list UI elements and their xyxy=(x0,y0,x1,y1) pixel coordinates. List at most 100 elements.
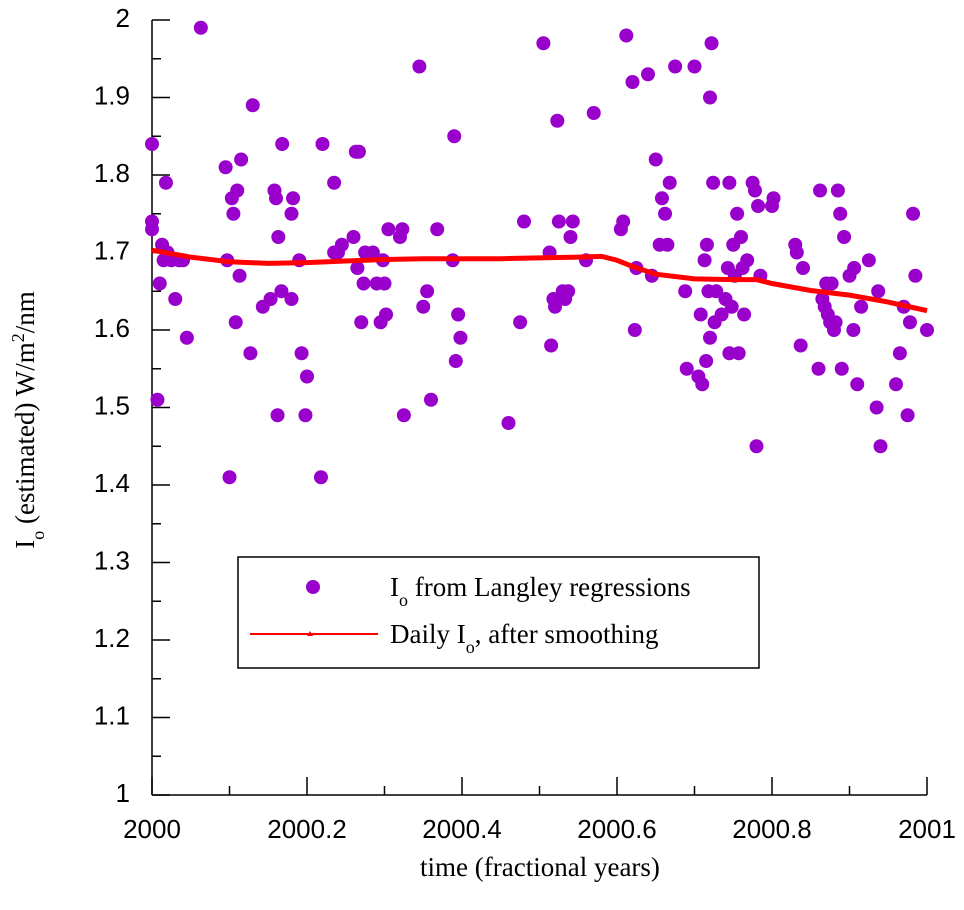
scatter-point xyxy=(226,206,241,221)
y-tick-label: 1.5 xyxy=(94,390,130,420)
scatter-point xyxy=(548,299,562,314)
scatter-point xyxy=(813,183,828,198)
legend-label: Io from Langley regressions xyxy=(390,572,691,610)
y-tick-label: 1.8 xyxy=(94,158,130,188)
scatter-point xyxy=(315,137,330,151)
scatter-point xyxy=(561,284,576,299)
scatter-point xyxy=(648,152,663,167)
scatter-point xyxy=(420,284,435,299)
scatter-point xyxy=(699,237,714,252)
scatter-point xyxy=(828,315,843,330)
scatter-point xyxy=(232,268,247,283)
scatter-point xyxy=(179,330,194,345)
scatter-point xyxy=(722,175,737,190)
text-part: I xyxy=(10,540,40,549)
scatter-point xyxy=(284,206,299,221)
scatter-point xyxy=(152,276,167,291)
scatter-point xyxy=(892,346,907,361)
text-part: o xyxy=(399,590,408,610)
scatter-point xyxy=(234,152,249,167)
scatter-point xyxy=(416,299,431,314)
scatter-point xyxy=(704,36,719,51)
scatter-point xyxy=(668,59,683,74)
smoothed-line xyxy=(151,247,928,314)
scatter-point xyxy=(536,36,551,51)
scatter-point xyxy=(854,299,869,314)
text-part: o xyxy=(28,531,48,540)
scatter-point xyxy=(168,292,183,306)
scatter-point xyxy=(313,470,328,485)
scatter-point xyxy=(693,307,708,322)
scatter-point xyxy=(228,315,243,330)
scatter-point xyxy=(679,361,694,376)
scatter-point xyxy=(730,206,745,221)
scatter-point xyxy=(448,354,463,368)
scatter-point xyxy=(678,284,693,299)
scatter-point xyxy=(834,361,849,376)
scatter-point xyxy=(766,191,781,206)
scatter-point xyxy=(687,59,702,74)
x-tick-label: 2000.8 xyxy=(732,814,812,844)
scatter-point xyxy=(873,439,888,454)
scatter-point xyxy=(381,222,396,237)
scatter-point xyxy=(395,222,410,237)
scatter-point xyxy=(501,416,516,430)
scatter-point xyxy=(243,346,258,361)
scatter-point xyxy=(658,206,673,221)
scatter-point xyxy=(641,67,655,82)
y-tick-label: 1.7 xyxy=(94,235,130,265)
scatter-point xyxy=(379,307,394,322)
scatter-point xyxy=(900,408,915,423)
scatter-point xyxy=(846,323,861,337)
scatter-point xyxy=(269,191,283,206)
scatter-point xyxy=(703,90,717,105)
scatter-point xyxy=(294,346,309,361)
y-tick-label: 1.9 xyxy=(94,80,130,110)
scatter-point xyxy=(158,175,173,190)
scatter-point xyxy=(724,299,739,314)
scatter-point xyxy=(699,354,714,368)
y-tick-label: 1.2 xyxy=(94,623,130,653)
scatter-point xyxy=(920,323,934,337)
scatter-point xyxy=(627,323,642,337)
x-axis-title: time (fractional years) xyxy=(420,852,660,882)
scatter-point xyxy=(796,261,810,275)
scatter-point xyxy=(412,59,427,74)
scatter-point xyxy=(451,307,466,322)
scatter-point xyxy=(731,346,746,361)
scatter-point xyxy=(563,230,578,244)
scatter-point xyxy=(275,137,290,151)
scatter-point xyxy=(619,28,634,43)
scatter-point xyxy=(833,206,848,221)
scatter-point xyxy=(517,214,531,229)
scatter-point xyxy=(334,237,349,252)
x-tick-label: 2000.6 xyxy=(577,814,657,844)
legend-box xyxy=(237,556,760,669)
scatter-point xyxy=(793,338,808,353)
scatter-point xyxy=(697,253,712,268)
scatter-point xyxy=(263,292,278,306)
x-tick-label: 2000.4 xyxy=(422,814,502,844)
scatter-point xyxy=(377,276,392,291)
text-part: o xyxy=(466,637,475,657)
scatter-point xyxy=(906,206,921,221)
scatter-point xyxy=(145,214,159,229)
scatter-point xyxy=(706,175,721,190)
scatter-point xyxy=(300,369,314,384)
text-part: from Langley regressions xyxy=(408,572,691,602)
scatter-point xyxy=(145,137,159,151)
scatter-point xyxy=(747,183,762,198)
scatter-point xyxy=(861,253,876,268)
scatter-point xyxy=(550,113,565,128)
text-part: , after smoothing xyxy=(475,619,659,649)
y-tick-label: 1.6 xyxy=(94,313,130,343)
scatter-point xyxy=(616,214,631,229)
scatter-point xyxy=(365,245,380,260)
y-axis-title: Io (estimated) W/m2/nm xyxy=(8,291,48,548)
y-tick-label: 2 xyxy=(116,3,130,33)
scatter-point xyxy=(714,307,729,322)
text-part: I xyxy=(390,572,399,602)
y-tick-label: 1.3 xyxy=(94,545,130,575)
scatter-point xyxy=(654,191,669,206)
